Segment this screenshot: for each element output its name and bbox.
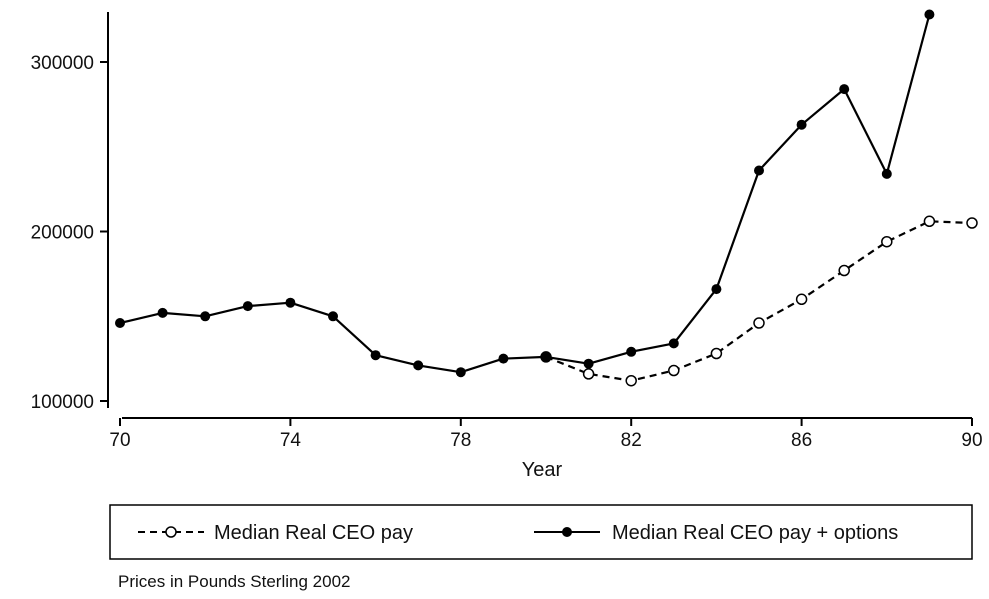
x-tick-label: 78 (450, 430, 471, 451)
legend-label-median-pay: Median Real CEO pay (214, 522, 413, 544)
series-1-point (839, 84, 850, 95)
x-tick-label: 90 (961, 430, 982, 451)
chart-note: Prices in Pounds Sterling 2002 (118, 572, 350, 591)
series-1-point (754, 165, 764, 176)
series-0-point (582, 368, 595, 380)
series-0-point (923, 215, 936, 228)
series-0-point (795, 293, 808, 306)
series-1-point (370, 350, 381, 361)
series-1-point (626, 346, 637, 357)
series-1-point (285, 297, 296, 308)
series-line-1 (119, 14, 931, 374)
series-0-point (668, 364, 680, 377)
x-tick-label: 74 (280, 430, 302, 451)
series-0-point (838, 264, 850, 277)
series-0-point (881, 235, 893, 248)
legend-label-median-pay-options: Median Real CEO pay + options (612, 522, 898, 544)
y-tick-label: 200000 (31, 223, 94, 244)
series-1-point (711, 284, 722, 295)
x-tick-label: 82 (621, 430, 642, 451)
series-0-point (625, 374, 637, 387)
series-1-point (157, 307, 168, 318)
x-axis-ticks: 70 74 78 82 86 90 (109, 418, 983, 451)
x-tick-label: 70 (109, 430, 130, 451)
y-axis-ticks: 100000 200000 300000 (31, 53, 108, 413)
x-axis-title: Year (522, 459, 563, 481)
series-1-point (200, 311, 211, 322)
legend-item-median-pay: Median Real CEO pay (138, 522, 413, 544)
series-1-point (796, 119, 807, 130)
series-1-point (541, 351, 551, 362)
y-tick-label: 100000 (31, 392, 94, 413)
series-1-point (924, 9, 935, 20)
legend-box (109, 504, 973, 560)
series-1-point (668, 338, 679, 349)
series-1-point (881, 168, 892, 179)
series-1-point (115, 318, 125, 328)
series-1-point (455, 367, 466, 378)
series-1-point (413, 360, 424, 371)
y-tick-label: 300000 (31, 53, 94, 74)
legend-marker-hollow-circle (165, 526, 177, 538)
series-1-point (498, 353, 509, 364)
legend-item-median-pay-options: Median Real CEO pay + options (534, 522, 898, 544)
series-layer (115, 9, 978, 387)
series-0-point (966, 217, 978, 229)
series-0-point (753, 317, 765, 329)
series-1-point (242, 301, 253, 312)
series-1-point (328, 311, 338, 322)
x-tick-label: 86 (791, 430, 812, 451)
series-0-point (710, 347, 723, 360)
series-1-point (583, 358, 594, 369)
legend-marker-filled-circle (562, 527, 572, 537)
